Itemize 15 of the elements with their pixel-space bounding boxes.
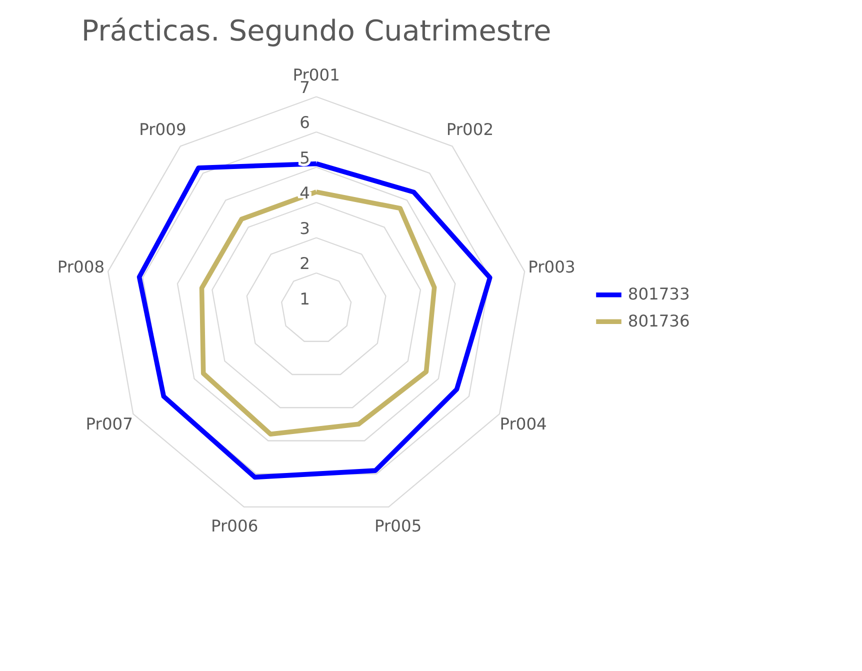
- spoke-label: Pr009: [139, 120, 186, 139]
- spoke-label: Pr004: [500, 414, 547, 434]
- y-tick-label: 6: [300, 113, 310, 132]
- chart-title: Prácticas. Segundo Cuatrimestre: [81, 14, 552, 48]
- spoke-label: Pr007: [86, 414, 133, 434]
- spoke-label: Pr003: [528, 258, 576, 277]
- legend-label: 801733: [628, 284, 690, 304]
- legend-label: 801736: [628, 311, 690, 330]
- y-tick-label: 2: [300, 254, 310, 274]
- y-tick-label: 1: [300, 289, 310, 308]
- spoke-label: Pr005: [374, 516, 422, 536]
- spoke-label: Pr008: [57, 258, 105, 277]
- spoke-label: Pr002: [446, 120, 494, 139]
- spoke-label: Pr006: [210, 516, 258, 536]
- y-tick-label: 3: [300, 218, 310, 238]
